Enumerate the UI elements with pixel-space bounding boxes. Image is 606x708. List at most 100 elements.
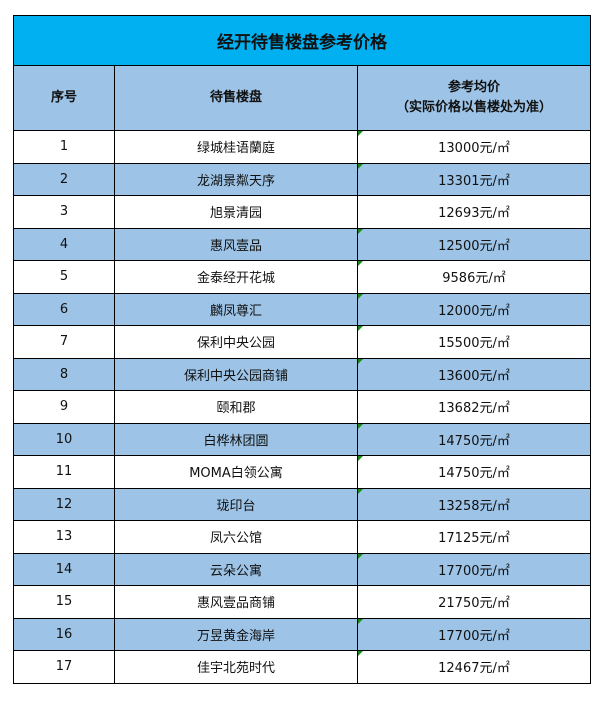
header-price-line2: （实际价格以售楼处为准） [395, 100, 552, 115]
row-price: 14750元/㎡ [357, 455, 591, 489]
row-no: 10 [13, 422, 115, 456]
row-price: 17700元/㎡ [357, 552, 591, 586]
table-row: 15 惠风壹品商铺 21750元/㎡ [13, 585, 591, 619]
row-price-text: 14750元/㎡ [438, 433, 510, 449]
row-price-text: 13600元/㎡ [438, 368, 510, 384]
row-name: 龙湖景粼天序 [114, 162, 358, 196]
row-price-text: 17125元/㎡ [438, 531, 510, 547]
table-row: 5 金泰经开花城 9586元/㎡ [13, 260, 591, 294]
cell-indicator-icon [358, 131, 363, 136]
row-price-text: 12693元/㎡ [438, 206, 510, 222]
row-name: MOMA白领公寓 [114, 455, 358, 489]
table-title: 经开待售楼盘参考价格 [13, 15, 591, 66]
row-price-text: 13000元/㎡ [438, 141, 510, 157]
row-price-text: 17700元/㎡ [438, 628, 510, 644]
row-price: 12693元/㎡ [357, 195, 591, 229]
row-price-text: 21750元/㎡ [438, 596, 510, 612]
cell-indicator-icon [358, 423, 363, 429]
row-name: 麟凤尊汇 [114, 292, 358, 326]
row-name: 保利中央公园商铺 [114, 357, 358, 391]
table-row: 6 麟凤尊汇 12000元/㎡ [13, 292, 591, 326]
row-no: 1 [13, 130, 115, 164]
row-price-text: 12467元/㎡ [438, 661, 510, 677]
price-table: 经开待售楼盘参考价格 序号 待售楼盘 参考均价 （实际价格以售楼处为准） 1 绿城桂… [13, 15, 591, 684]
cell-indicator-icon [358, 228, 363, 234]
row-name: 凤六公馆 [114, 520, 358, 554]
row-no: 16 [13, 617, 115, 651]
table-row: 2 龙湖景粼天序 13301元/㎡ [13, 162, 591, 196]
row-price: 17125元/㎡ [357, 520, 591, 554]
row-price: 15500元/㎡ [357, 325, 591, 359]
row-price: 14750元/㎡ [357, 422, 591, 456]
row-name: 旭景清园 [114, 195, 358, 229]
row-price-text: 13682元/㎡ [438, 401, 510, 417]
row-price: 13682元/㎡ [357, 390, 591, 424]
row-price-text: 15500元/㎡ [438, 336, 510, 352]
row-name: 佳宇北苑时代 [114, 650, 358, 684]
table-row: 12 珑印台 13258元/㎡ [13, 487, 591, 521]
table-row: 1 绿城桂语蘭庭 13000元/㎡ [13, 130, 591, 164]
cell-indicator-icon [358, 163, 363, 169]
row-no: 3 [13, 195, 115, 229]
row-no: 15 [13, 585, 115, 619]
row-name: 金泰经开花城 [114, 260, 358, 294]
row-name: 白桦林团圆 [114, 422, 358, 456]
row-price: 13301元/㎡ [357, 162, 591, 196]
header-price-line1: 参考均价 [447, 80, 500, 95]
cell-indicator-icon [358, 618, 363, 624]
header-name: 待售楼盘 [114, 65, 358, 131]
table-row: 10 白桦林团圆 14750元/㎡ [13, 422, 591, 456]
row-price-text: 9586元/㎡ [442, 271, 506, 287]
row-price: 21750元/㎡ [357, 585, 591, 619]
table-row: 8 保利中央公园商铺 13600元/㎡ [13, 357, 591, 391]
row-price: 17700元/㎡ [357, 617, 591, 651]
cell-indicator-icon [358, 456, 363, 461]
row-no: 11 [13, 455, 115, 489]
row-no: 7 [13, 325, 115, 359]
row-no: 2 [13, 162, 115, 196]
row-price-text: 17700元/㎡ [438, 563, 510, 579]
row-no: 17 [13, 650, 115, 684]
row-price: 12467元/㎡ [357, 650, 591, 684]
row-no: 5 [13, 260, 115, 294]
row-no: 13 [13, 520, 115, 554]
row-price: 13000元/㎡ [357, 130, 591, 164]
row-no: 14 [13, 552, 115, 586]
cell-indicator-icon [358, 326, 363, 331]
row-no: 6 [13, 292, 115, 326]
row-name: 惠风壹品 [114, 227, 358, 261]
table-row: 3 旭景清园 12693元/㎡ [13, 195, 591, 229]
cell-indicator-icon [358, 261, 363, 266]
cell-indicator-icon [358, 488, 363, 494]
row-price: 13600元/㎡ [357, 357, 591, 391]
table-row: 9 颐和郡 13682元/㎡ [13, 390, 591, 424]
table-row: 11 MOMA白领公寓 14750元/㎡ [13, 455, 591, 489]
row-name: 云朵公寓 [114, 552, 358, 586]
row-price-text: 12000元/㎡ [438, 303, 510, 319]
row-no: 9 [13, 390, 115, 424]
row-name: 珑印台 [114, 487, 358, 521]
row-name: 万昱黄金海岸 [114, 617, 358, 651]
cell-indicator-icon [358, 651, 363, 656]
row-name: 保利中央公园 [114, 325, 358, 359]
table-row: 14 云朵公寓 17700元/㎡ [13, 552, 591, 586]
cell-indicator-icon [358, 358, 363, 364]
row-no: 8 [13, 357, 115, 391]
table-row: 7 保利中央公园 15500元/㎡ [13, 325, 591, 359]
row-no: 4 [13, 227, 115, 261]
row-name: 惠风壹品商铺 [114, 585, 358, 619]
row-no: 12 [13, 487, 115, 521]
row-price-text: 13258元/㎡ [438, 498, 510, 514]
row-price-text: 13301元/㎡ [438, 173, 510, 189]
row-price-text: 12500元/㎡ [438, 238, 510, 254]
row-price: 13258元/㎡ [357, 487, 591, 521]
table-row: 4 惠风壹品 12500元/㎡ [13, 227, 591, 261]
table-row: 13 凤六公馆 17125元/㎡ [13, 520, 591, 554]
cell-indicator-icon [358, 293, 363, 299]
table-row: 16 万昱黄金海岸 17700元/㎡ [13, 617, 591, 651]
header-no: 序号 [13, 65, 115, 131]
cell-indicator-icon [358, 553, 363, 559]
header-price: 参考均价 （实际价格以售楼处为准） [357, 65, 591, 131]
table-row: 17 佳宇北苑时代 12467元/㎡ [13, 650, 591, 684]
row-name: 颐和郡 [114, 390, 358, 424]
